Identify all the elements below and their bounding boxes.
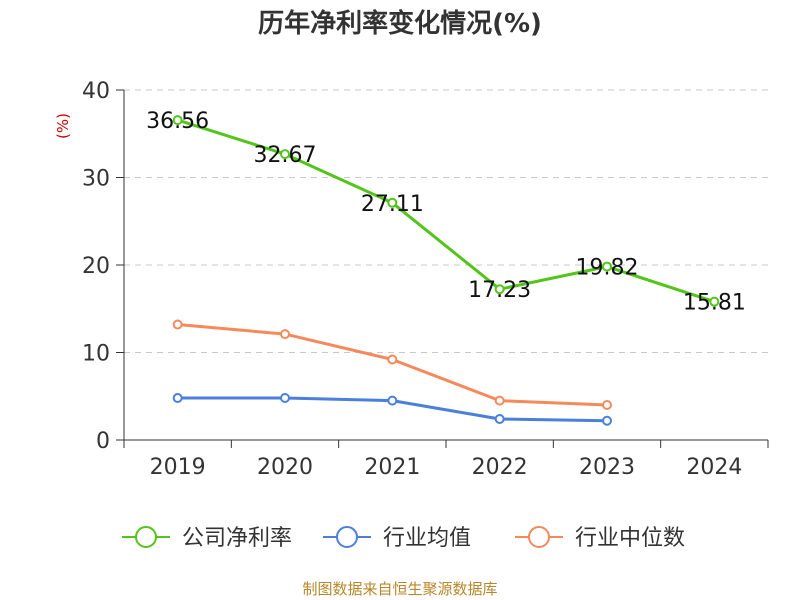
series-line (177, 118, 715, 304)
y-tick-label: 10 (82, 342, 110, 367)
y-tick-label: 0 (96, 429, 110, 454)
series-line (177, 323, 608, 407)
x-tick-labels: 2019 2020 2021 2022 2023 2024 (150, 455, 743, 480)
data-point (709, 296, 720, 307)
data-labels: 36.56 32.67 27.11 17.23 19.82 15.81 (146, 109, 746, 316)
data-point (280, 393, 290, 403)
data-point (602, 400, 612, 410)
data-point (280, 149, 290, 160)
data-point (387, 354, 398, 365)
data-point (602, 415, 612, 426)
data-label: 15.81 (683, 291, 746, 316)
data-point (172, 319, 183, 330)
x-tick-label: 2021 (364, 455, 420, 480)
x-tick-label: 2019 (150, 455, 206, 480)
x-tick-label: 2022 (472, 455, 528, 480)
legend-label: 行业均值 (383, 526, 471, 551)
data-point (280, 329, 290, 340)
y-tick-label: 40 (82, 79, 110, 104)
x-tick-label: 2024 (686, 455, 742, 480)
data-point (602, 261, 612, 272)
legend-label: 公司净利率 (182, 526, 292, 551)
legend-marker (336, 526, 358, 548)
y-axis-unit: (%) (54, 113, 72, 139)
data-label: 19.82 (576, 256, 639, 281)
data-point (387, 197, 398, 208)
chart-title: 历年净利率变化情况(%) (258, 8, 542, 39)
data-point (494, 284, 505, 295)
grid-lines (124, 89, 768, 353)
legend-marker (135, 526, 157, 548)
data-label: 36.56 (146, 109, 209, 134)
y-tick-label: 30 (82, 167, 110, 192)
data-label: 17.23 (468, 278, 531, 303)
legend-marker (528, 526, 550, 548)
data-point (172, 393, 183, 403)
y-tick-labels: 0 10 20 30 40 (82, 79, 110, 454)
x-tick-label: 2020 (257, 455, 313, 480)
legend-label: 行业中位数 (575, 526, 685, 551)
x-tick-label: 2023 (579, 455, 635, 480)
data-point (387, 395, 398, 406)
series-lines (172, 115, 720, 426)
data-point (494, 414, 505, 424)
data-point (494, 395, 505, 406)
y-tick-label: 20 (82, 254, 110, 279)
data-point (172, 115, 183, 126)
data-label: 32.67 (254, 143, 317, 168)
legend: 公司净利率 行业均值 行业中位数 (122, 526, 685, 551)
axes (116, 89, 769, 448)
source-note: 制图数据来自恒生聚源数据库 (302, 580, 497, 598)
data-label: 27.11 (361, 192, 424, 217)
